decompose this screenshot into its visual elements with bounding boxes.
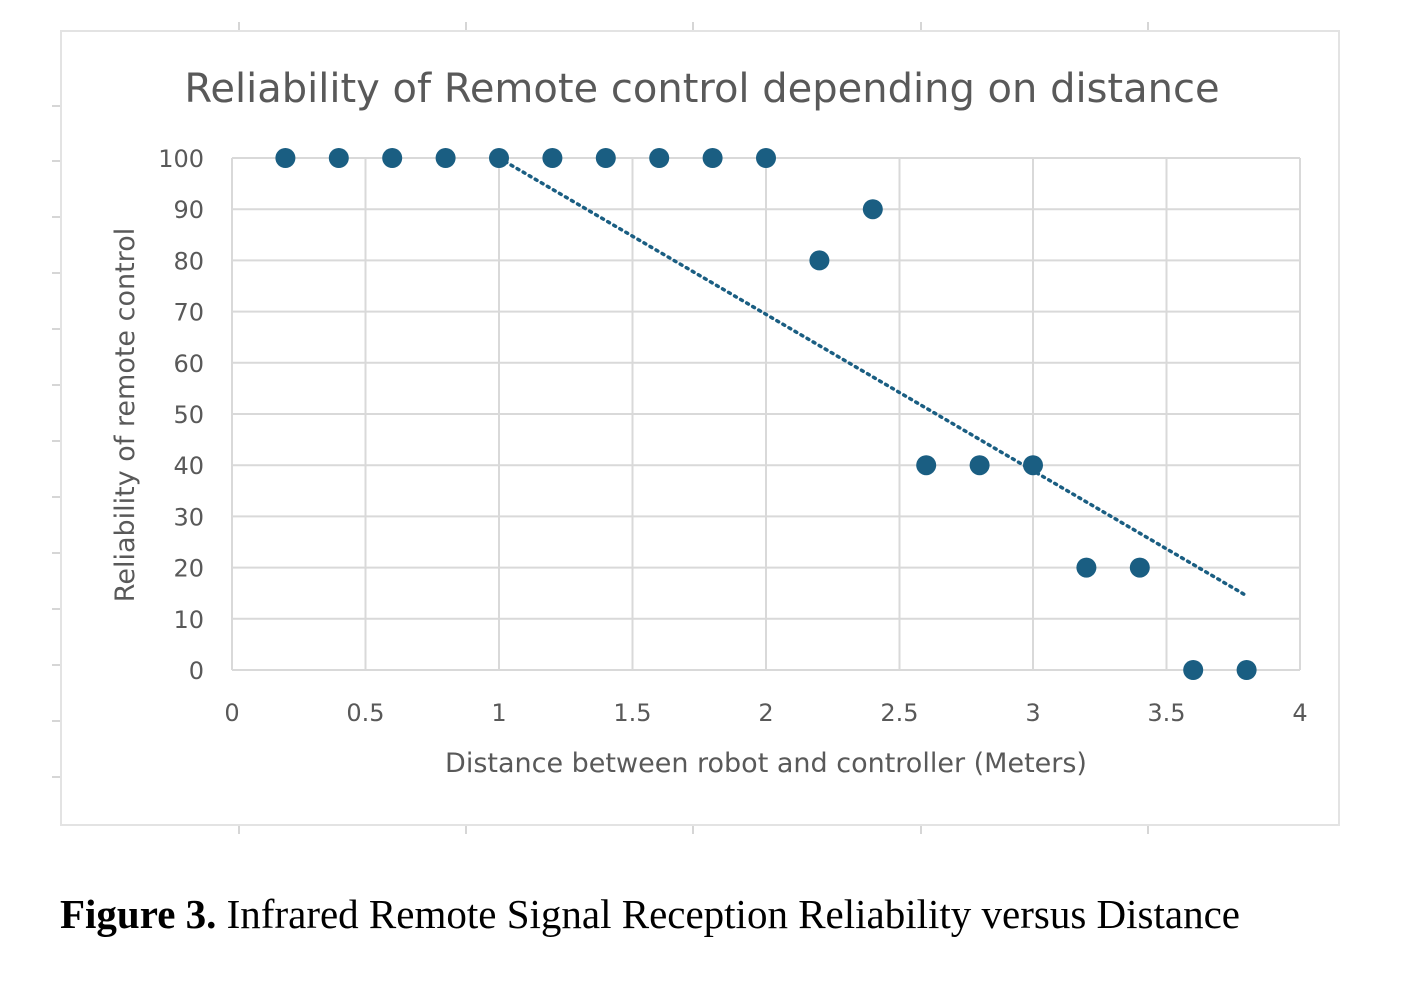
frame-tick xyxy=(920,22,922,30)
frame-tick xyxy=(465,22,467,30)
frame-tick xyxy=(920,826,922,834)
frame-tick xyxy=(1147,22,1149,30)
x-tick-label: 3.5 xyxy=(1147,699,1185,727)
trendline xyxy=(497,156,1249,598)
frame-tick xyxy=(52,105,60,107)
x-axis-label: Distance between robot and controller (M… xyxy=(445,748,1087,779)
x-axis-ticks: 0 0.5 1 1.5 2 2.5 3 3.5 4 xyxy=(224,699,1307,727)
data-point xyxy=(1023,455,1043,476)
y-tick-label: 50 xyxy=(173,401,204,429)
x-tick-label: 2 xyxy=(758,699,773,727)
x-tick-label: 1 xyxy=(491,699,506,727)
frame-tick xyxy=(52,160,60,162)
data-point xyxy=(382,148,403,168)
y-tick-label: 30 xyxy=(173,503,204,531)
frame-tick xyxy=(238,826,240,834)
frame-tick xyxy=(52,272,60,274)
x-tick-label: 3 xyxy=(1025,699,1040,727)
data-point xyxy=(1129,557,1150,578)
frame-tick xyxy=(52,216,60,218)
chart-frame xyxy=(60,30,1340,826)
data-point xyxy=(275,148,296,168)
frame-tick xyxy=(692,22,694,30)
frame-tick xyxy=(52,608,60,610)
y-axis-ticks: 0 10 20 30 40 50 60 70 80 90 100 xyxy=(158,145,204,685)
data-points xyxy=(275,148,1257,680)
data-point xyxy=(542,148,563,168)
x-tick-label: 0.5 xyxy=(346,699,384,727)
grid xyxy=(231,157,1301,671)
y-tick-label: 0 xyxy=(189,657,204,685)
y-tick-label: 70 xyxy=(173,299,204,327)
chart-title: Reliability of Remote control depending … xyxy=(184,66,1219,112)
x-tick-label: 0 xyxy=(224,699,239,727)
data-point xyxy=(489,148,509,168)
data-point xyxy=(809,250,830,271)
x-tick-label: 2.5 xyxy=(880,699,918,727)
frame-tick xyxy=(1147,826,1149,834)
frame-tick xyxy=(465,826,467,834)
y-tick-label: 90 xyxy=(173,196,204,224)
caption-label: Figure 3. xyxy=(60,891,217,937)
data-point xyxy=(1183,660,1204,680)
y-tick-label: 80 xyxy=(173,247,204,275)
x-tick-label: 4 xyxy=(1292,699,1307,727)
y-tick-label: 10 xyxy=(173,606,204,634)
data-point xyxy=(756,148,776,168)
x-tick-label: 1.5 xyxy=(613,699,651,727)
data-point xyxy=(1236,660,1257,680)
frame-tick xyxy=(52,664,60,666)
figure-caption: Figure 3. Infrared Remote Signal Recepti… xyxy=(60,890,1360,938)
frame-tick xyxy=(52,776,60,778)
data-point xyxy=(595,148,616,168)
y-tick-label: 20 xyxy=(173,555,204,583)
frame-tick xyxy=(52,440,60,442)
data-point xyxy=(969,455,990,476)
frame-tick xyxy=(238,22,240,30)
data-point xyxy=(916,455,937,476)
frame-tick xyxy=(52,384,60,386)
frame-tick xyxy=(52,552,60,554)
y-tick-label: 100 xyxy=(158,145,204,173)
frame-tick xyxy=(692,826,694,834)
data-point xyxy=(328,148,349,168)
frame-tick xyxy=(52,328,60,330)
y-tick-label: 40 xyxy=(173,452,204,480)
data-point xyxy=(702,148,723,168)
data-point xyxy=(1076,557,1097,578)
data-point xyxy=(649,148,670,168)
data-point xyxy=(862,199,883,220)
frame-tick xyxy=(52,720,60,722)
y-tick-label: 60 xyxy=(173,350,204,378)
frame-tick xyxy=(52,496,60,498)
caption-text: Infrared Remote Signal Reception Reliabi… xyxy=(216,891,1240,937)
data-point xyxy=(435,148,456,168)
y-axis-label: Reliability of remote control xyxy=(110,228,141,602)
